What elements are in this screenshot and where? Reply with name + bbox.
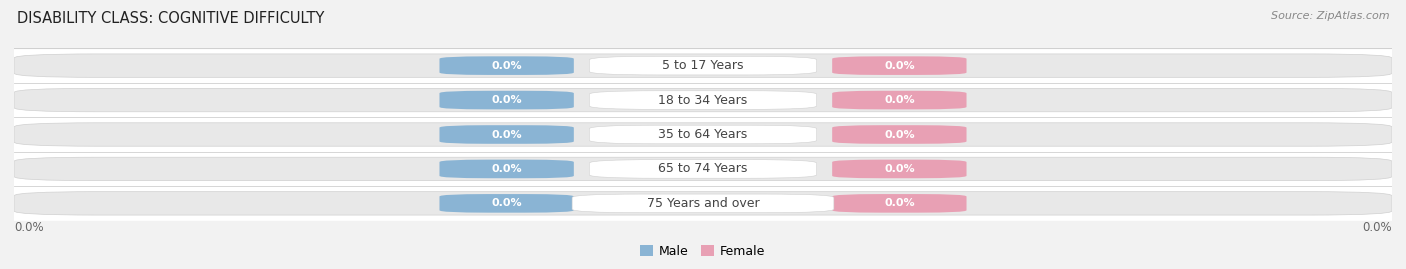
FancyBboxPatch shape [14,123,1392,146]
FancyBboxPatch shape [589,160,817,178]
FancyBboxPatch shape [14,192,1392,215]
Text: 0.0%: 0.0% [491,164,522,174]
FancyBboxPatch shape [589,125,817,144]
FancyBboxPatch shape [14,54,1392,77]
Text: 0.0%: 0.0% [884,198,915,208]
Text: 18 to 34 Years: 18 to 34 Years [658,94,748,107]
FancyBboxPatch shape [832,194,966,213]
FancyBboxPatch shape [832,125,966,144]
FancyBboxPatch shape [14,48,1392,83]
Text: 0.0%: 0.0% [884,129,915,140]
FancyBboxPatch shape [14,88,1392,112]
FancyBboxPatch shape [14,152,1392,186]
FancyBboxPatch shape [572,194,834,213]
Text: 75 Years and over: 75 Years and over [647,197,759,210]
FancyBboxPatch shape [440,56,574,75]
FancyBboxPatch shape [589,91,817,109]
Text: 0.0%: 0.0% [884,164,915,174]
Text: Source: ZipAtlas.com: Source: ZipAtlas.com [1271,11,1389,21]
FancyBboxPatch shape [832,56,966,75]
Text: 0.0%: 0.0% [491,95,522,105]
Text: 0.0%: 0.0% [491,198,522,208]
Text: 5 to 17 Years: 5 to 17 Years [662,59,744,72]
Text: 0.0%: 0.0% [1362,221,1392,233]
FancyBboxPatch shape [14,83,1392,117]
Text: 65 to 74 Years: 65 to 74 Years [658,162,748,175]
FancyBboxPatch shape [832,160,966,178]
FancyBboxPatch shape [440,194,574,213]
FancyBboxPatch shape [14,157,1392,181]
Text: 0.0%: 0.0% [491,129,522,140]
Text: DISABILITY CLASS: COGNITIVE DIFFICULTY: DISABILITY CLASS: COGNITIVE DIFFICULTY [17,11,325,26]
FancyBboxPatch shape [440,91,574,109]
Legend: Male, Female: Male, Female [636,239,770,263]
FancyBboxPatch shape [832,91,966,109]
Text: 0.0%: 0.0% [884,95,915,105]
FancyBboxPatch shape [440,125,574,144]
FancyBboxPatch shape [589,56,817,75]
Text: 0.0%: 0.0% [884,61,915,71]
FancyBboxPatch shape [14,186,1392,221]
Text: 0.0%: 0.0% [491,61,522,71]
FancyBboxPatch shape [440,160,574,178]
Text: 0.0%: 0.0% [14,221,44,233]
FancyBboxPatch shape [14,117,1392,152]
Text: 35 to 64 Years: 35 to 64 Years [658,128,748,141]
